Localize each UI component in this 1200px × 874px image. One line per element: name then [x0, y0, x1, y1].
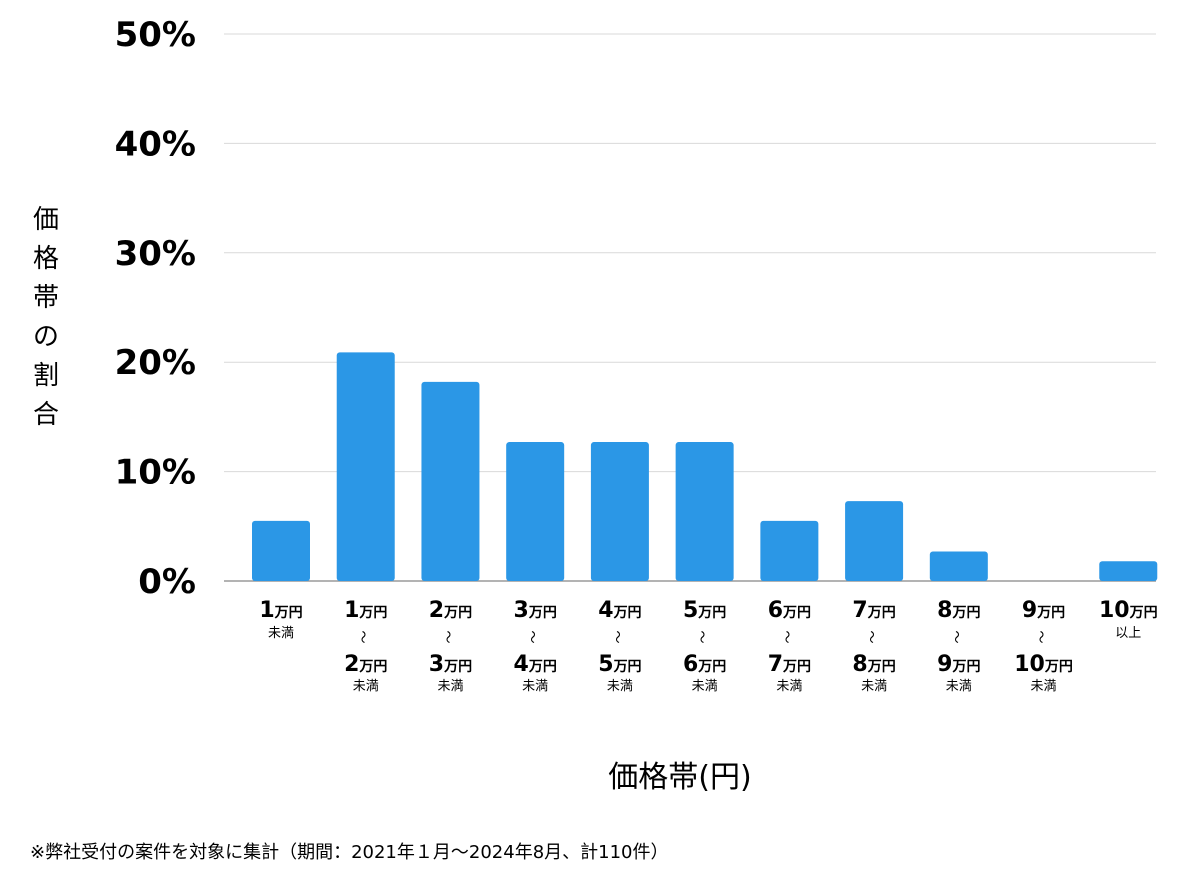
bar [1099, 561, 1158, 581]
svg-text:10万円: 10万円 [1014, 652, 1073, 677]
y-tick-label: 40% [115, 124, 196, 164]
bar [675, 442, 734, 581]
y-tick-label: 10% [115, 453, 196, 493]
svg-text:3万円: 3万円 [514, 598, 557, 623]
svg-text:未満: 未満 [607, 679, 633, 694]
svg-text:〜: 〜 [439, 630, 454, 643]
bar [929, 551, 988, 581]
bar [336, 352, 395, 581]
svg-text:3万円: 3万円 [429, 652, 472, 677]
svg-text:未満: 未満 [861, 679, 887, 694]
bar [421, 381, 480, 581]
svg-text:未満: 未満 [522, 679, 548, 694]
svg-text:以上: 以上 [1115, 626, 1141, 641]
svg-text:1万円: 1万円 [259, 598, 302, 623]
y-axis-label: 価格帯の割合 [33, 205, 59, 430]
svg-text:8万円: 8万円 [937, 598, 980, 623]
svg-text:10万円: 10万円 [1099, 598, 1158, 623]
svg-text:5万円: 5万円 [683, 598, 726, 623]
svg-text:8万円: 8万円 [852, 652, 895, 677]
svg-text:〜: 〜 [609, 630, 624, 643]
bars [252, 352, 1158, 581]
svg-text:〜: 〜 [863, 630, 878, 643]
svg-text:9万円: 9万円 [1022, 598, 1065, 623]
bar [506, 442, 565, 581]
bar [760, 520, 819, 581]
svg-text:2万円: 2万円 [429, 598, 472, 623]
svg-text:未満: 未満 [692, 679, 718, 694]
svg-text:未満: 未満 [1031, 679, 1057, 694]
svg-text:〜: 〜 [524, 630, 539, 643]
x-axis-label: 価格帯(円) [608, 760, 751, 795]
svg-text:4万円: 4万円 [598, 598, 641, 623]
svg-text:未満: 未満 [353, 679, 379, 694]
svg-text:〜: 〜 [778, 630, 793, 643]
svg-text:未満: 未満 [946, 679, 972, 694]
y-tick-label: 50% [115, 15, 196, 55]
svg-text:6万円: 6万円 [768, 598, 811, 623]
footnote: ※弊社受付の案件を対象に集計（期間：2021年１月〜2024年8月、計110件） [30, 842, 669, 863]
bar [845, 501, 904, 581]
y-tick-label: 30% [115, 234, 196, 274]
svg-text:5万円: 5万円 [598, 652, 641, 677]
svg-text:7万円: 7万円 [768, 652, 811, 677]
bar [590, 442, 649, 581]
svg-text:2万円: 2万円 [344, 652, 387, 677]
svg-text:1万円: 1万円 [344, 598, 387, 623]
svg-text:7万円: 7万円 [852, 598, 895, 623]
y-tick-label: 0% [138, 562, 196, 602]
svg-text:9万円: 9万円 [937, 652, 980, 677]
svg-text:4万円: 4万円 [514, 652, 557, 677]
svg-text:〜: 〜 [1033, 630, 1048, 643]
y-tick-label: 20% [115, 343, 196, 383]
x-axis-tick-labels: 1万円未満1万円〜2万円未満2万円〜3万円未満3万円〜4万円未満4万円〜5万円未… [259, 598, 1157, 694]
svg-text:未満: 未満 [268, 626, 294, 641]
svg-text:〜: 〜 [948, 630, 963, 643]
svg-text:未満: 未満 [776, 679, 802, 694]
svg-text:〜: 〜 [355, 630, 370, 643]
bar [252, 520, 310, 581]
svg-text:〜: 〜 [694, 630, 709, 643]
y-axis-ticks: 0% 10% 20% 30% 40% 50% [115, 15, 196, 602]
svg-text:6万円: 6万円 [683, 652, 726, 677]
svg-text:未満: 未満 [437, 679, 463, 694]
